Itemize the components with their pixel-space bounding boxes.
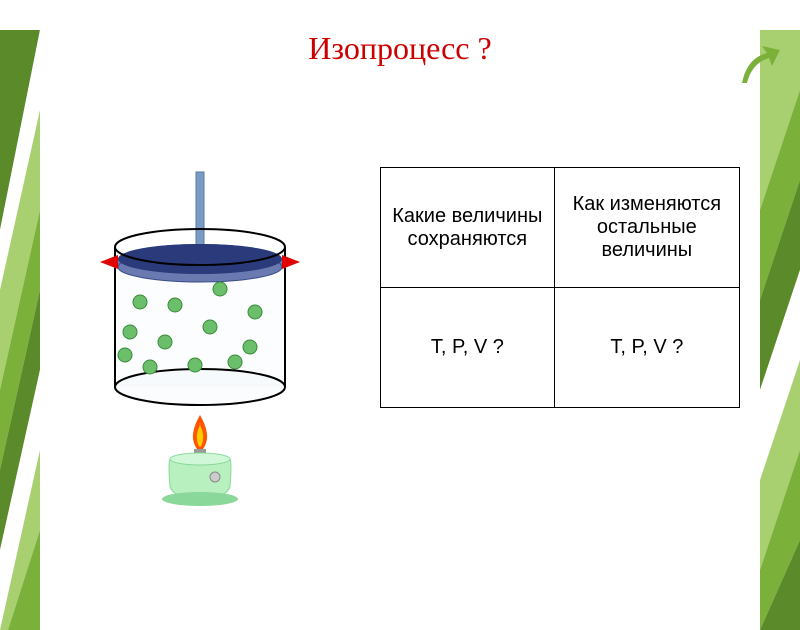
parameters-table: Какие величины сохраняются Как изменяютс… — [380, 167, 740, 408]
main-content: Какие величины сохраняются Как изменяютс… — [0, 167, 800, 507]
table-header-left: Какие величины сохраняются — [381, 168, 555, 288]
decorative-border-left — [0, 30, 40, 630]
alcohol-burner — [162, 415, 238, 506]
corner-decoration-icon — [732, 38, 792, 98]
table-cell-right: T, P, V ? — [554, 288, 739, 408]
table-cell-left: T, P, V ? — [381, 288, 555, 408]
decorative-border-right — [760, 30, 800, 630]
physics-diagram — [60, 167, 340, 507]
table-header-right: Как изменяются остальные величины — [554, 168, 739, 288]
page-title: Изопроцесс ? — [0, 30, 800, 67]
